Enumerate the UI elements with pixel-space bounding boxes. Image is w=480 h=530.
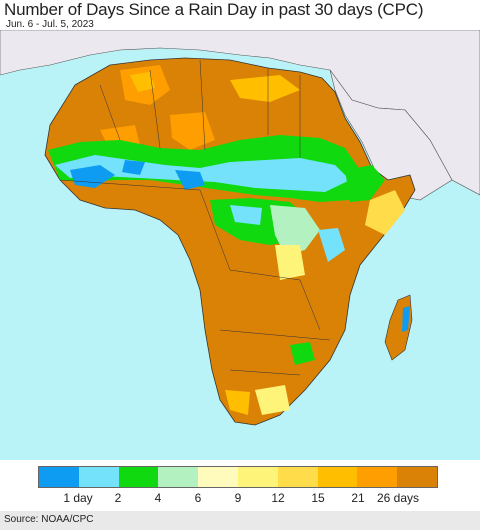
legend-label: 6 (194, 491, 202, 505)
color-legend (38, 466, 438, 488)
date-range: Jun. 6 - Jul. 5, 2023 (6, 19, 94, 30)
arabia-land (329, 69, 453, 201)
legend-swatch (198, 467, 238, 487)
sahara-patch (230, 75, 300, 102)
legend-swatch (118, 467, 159, 487)
legend-swatch (78, 467, 119, 487)
legend-label: 26 days (376, 491, 420, 505)
map-title: Number of Days Since a Rain Day in past … (4, 0, 424, 19)
very-wet-area (175, 170, 205, 190)
rain-day-map (0, 30, 480, 460)
source-credit: Source: NOAA/CPC (4, 514, 94, 525)
footer-bar (0, 511, 480, 530)
horn-dry (365, 190, 405, 235)
sahara-patch (170, 112, 215, 150)
very-wet-area (70, 165, 115, 188)
east-wet (318, 228, 345, 262)
legend-label: 4 (154, 491, 162, 505)
sahara-patch (130, 72, 155, 92)
central-light (270, 205, 320, 255)
legend-label: 12 (271, 491, 285, 505)
central-blue (230, 205, 262, 225)
ethiopia-wet (345, 165, 385, 202)
cape-wet (225, 390, 250, 415)
legend-swatch (158, 467, 199, 487)
very-wet-area (122, 160, 145, 175)
map-svg (0, 30, 480, 426)
legend-swatch (397, 467, 437, 487)
legend-swatch (357, 467, 398, 487)
south-light (255, 385, 290, 415)
legend-label: 1 day (63, 491, 93, 505)
legend-label: 2 (114, 491, 122, 505)
legend-labels: 1 day 2 4 6 9 12 15 21 26 days (0, 491, 480, 507)
legend-swatch (39, 467, 79, 487)
legend-label: 15 (311, 491, 325, 505)
legend-label: 9 (234, 491, 242, 505)
legend-label: 21 (351, 491, 365, 505)
legend-swatch (237, 467, 278, 487)
madagascar-wet (402, 306, 410, 332)
legend-swatch (277, 467, 318, 487)
legend-swatch (317, 467, 358, 487)
south-wet (290, 342, 315, 365)
country-borders (59, 59, 331, 376)
east-light (275, 245, 305, 280)
